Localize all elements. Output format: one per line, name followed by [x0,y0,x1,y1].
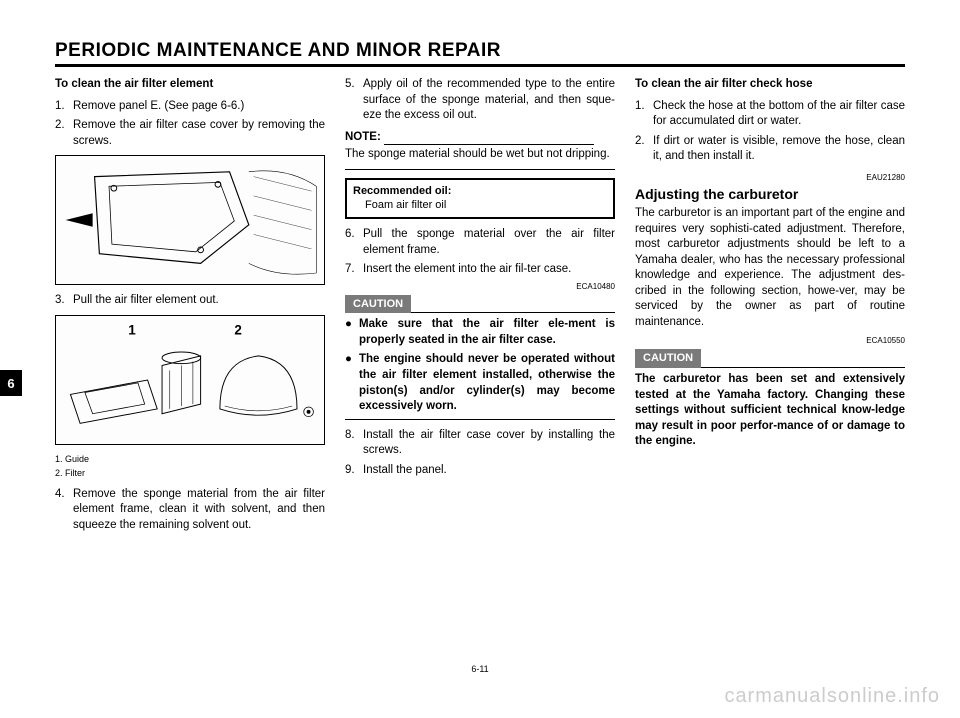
subhead-check-hose: To clean the air filter check hose [635,77,905,93]
step-num: 4. [55,487,73,534]
caption-2: 2. Filter [55,467,325,479]
caution-badge: CAUTION [345,295,411,314]
step-num: 5. [345,77,363,124]
recommended-oil-box: Recommended oil: Foam air filter oil [345,178,615,220]
note-rule [384,144,594,145]
note-label: NOTE: [345,131,381,143]
step-9: 9. Install the panel. [345,463,615,479]
step-num: 2. [635,134,653,165]
watermark: carmanualsonline.info [724,685,940,708]
column-1: To clean the air filter element 1. Remov… [55,77,325,537]
figure-filter-element: 1 2 [55,315,325,445]
step-text: Install the panel. [363,463,615,479]
box-value: Foam air filter oil [353,198,607,213]
subhead-clean-filter: To clean the air filter element [55,77,325,93]
step-7: 7. Insert the element into the air fil-t… [345,262,615,278]
note-text: The sponge material should be wet but no… [345,147,615,163]
step-num: 7. [345,262,363,278]
title-rule [55,64,905,67]
caution-bullet-1: ● Make sure that the air filter ele-ment… [345,317,615,348]
step-text: Install the air filter case cover by ins… [363,428,615,459]
note-end-rule [345,169,615,170]
caution-badge-2: CAUTION [635,349,701,368]
page-number: 6-11 [0,664,960,674]
step-text: Pull the air filter element out. [73,293,325,309]
figure-air-filter-case [55,155,325,285]
caution-end-rule [345,419,615,420]
step-3: 3. Pull the air filter element out. [55,293,325,309]
bullet-text: Make sure that the air filter ele-ment i… [359,317,615,348]
step-c3-1: 1. Check the hose at the bottom of the a… [635,99,905,130]
step-text: Remove the sponge material from the air … [73,487,325,534]
bullet-dot: ● [345,317,359,348]
columns: To clean the air filter element 1. Remov… [55,77,905,537]
step-text: Pull the sponge material over the air fi… [363,227,615,258]
column-3: To clean the air filter check hose 1. Ch… [635,77,905,537]
step-text: Check the hose at the bottom of the air … [653,99,905,130]
step-8: 8. Install the air filter case cover by … [345,428,615,459]
step-2: 2. Remove the air filter case cover by r… [55,118,325,149]
code-eca10480: ECA10480 [345,282,615,293]
carburetor-text: The carburetor is an important part of t… [635,206,905,330]
caution-text: The carburetor has been set and extensiv… [635,372,905,450]
heading-adjusting-carburetor: Adjusting the carburetor [635,185,905,204]
caution-bullet-2: ● The engine should never be operated wi… [345,352,615,414]
step-num: 6. [345,227,363,258]
column-2: 5. Apply oil of the recommended type to … [345,77,615,537]
step-num: 1. [55,99,73,115]
step-num: 3. [55,293,73,309]
step-6: 6. Pull the sponge material over the air… [345,227,615,258]
step-text: Remove panel E. (See page 6-6.) [73,99,325,115]
step-5: 5. Apply oil of the recommended type to … [345,77,615,124]
step-c3-2: 2. If dirt or water is visible, remove t… [635,134,905,165]
step-text: Remove the air filter case cover by remo… [73,118,325,149]
box-title: Recommended oil: [353,184,607,199]
code-eau21280: EAU21280 [635,173,905,184]
page: PERIODIC MAINTENANCE AND MINOR REPAIR To… [0,0,960,557]
step-text: If dirt or water is visible, remove the … [653,134,905,165]
step-num: 9. [345,463,363,479]
fig-label-1: 1 [128,322,136,337]
step-num: 2. [55,118,73,149]
caption-1: 1. Guide [55,453,325,465]
step-num: 8. [345,428,363,459]
step-4: 4. Remove the sponge material from the a… [55,487,325,534]
bullet-text: The engine should never be operated with… [359,352,615,414]
code-eca10550: ECA10550 [635,336,905,347]
bullet-dot: ● [345,352,359,414]
chapter-title: PERIODIC MAINTENANCE AND MINOR REPAIR [55,40,905,62]
step-text: Insert the element into the air fil-ter … [363,262,615,278]
step-text: Apply oil of the recommended type to the… [363,77,615,124]
fig-label-2: 2 [234,322,242,337]
step-1: 1. Remove panel E. (See page 6-6.) [55,99,325,115]
step-num: 1. [635,99,653,130]
